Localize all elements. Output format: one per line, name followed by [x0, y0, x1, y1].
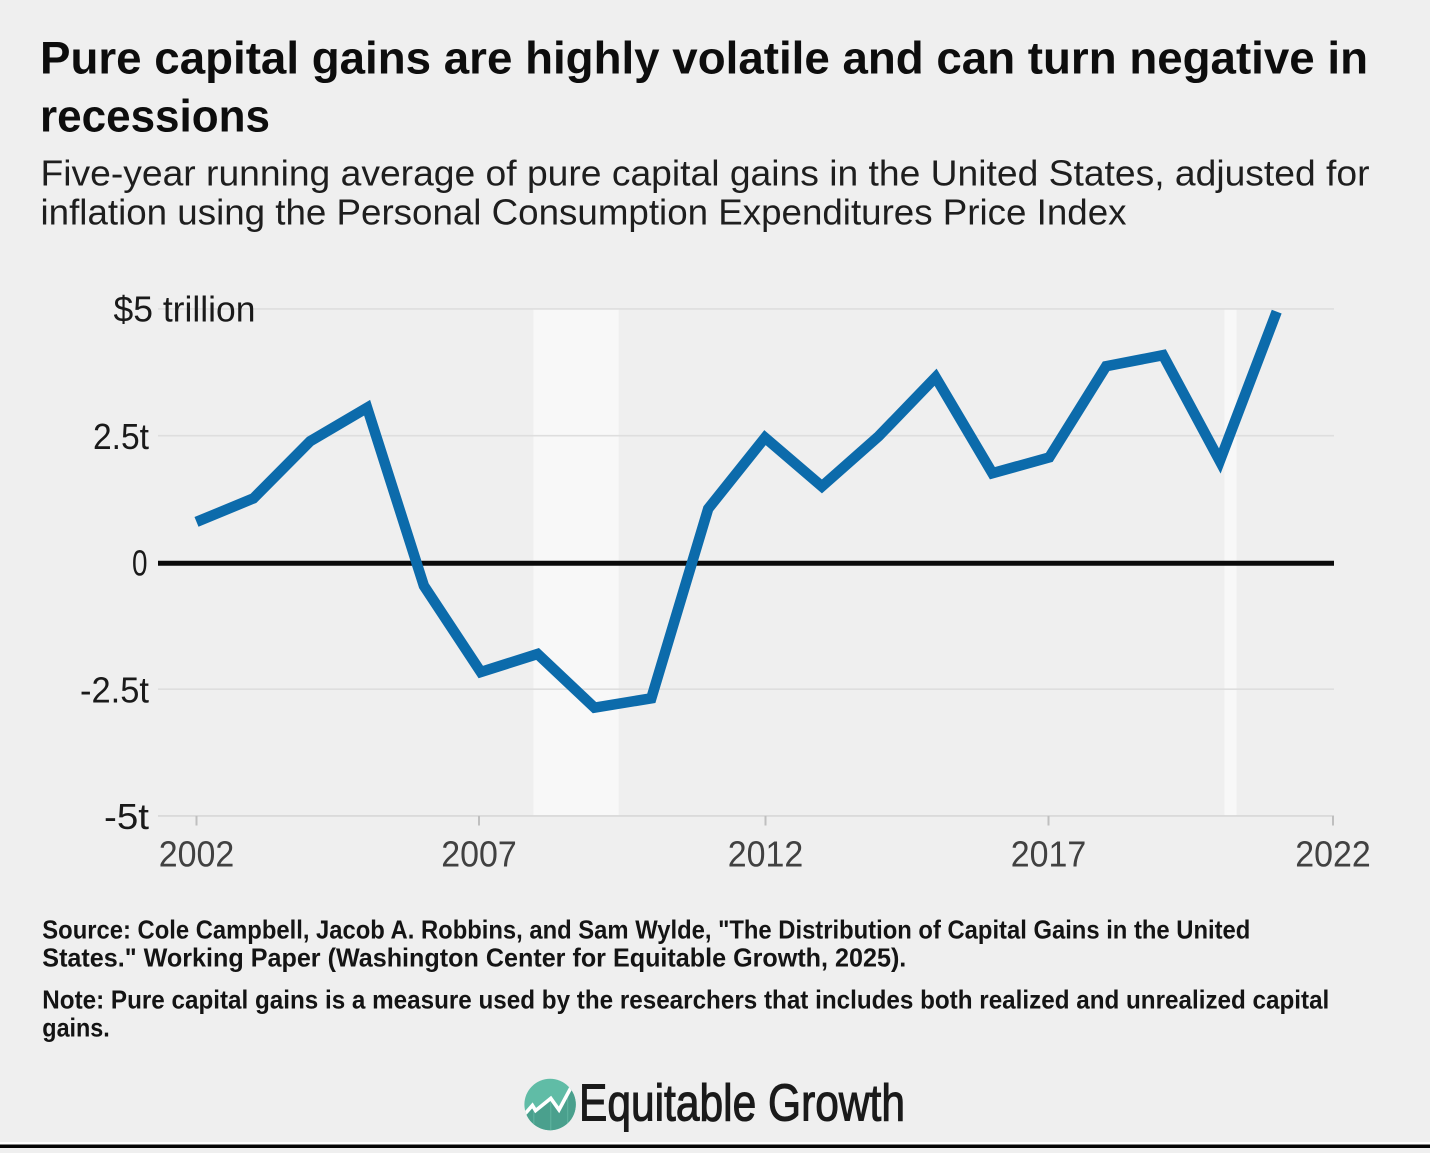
- svg-text:0: 0: [132, 543, 148, 584]
- svg-text:2022: 2022: [1295, 833, 1371, 874]
- svg-text:2012: 2012: [728, 833, 804, 874]
- svg-text:2002: 2002: [159, 833, 235, 874]
- svg-text:States." Working Paper (Washin: States." Working Paper (Washington Cente…: [42, 942, 906, 972]
- svg-text:Pure capital gains are highly: Pure capital gains are highly volatile a…: [40, 33, 1368, 84]
- svg-text:-2.5t: -2.5t: [80, 669, 149, 710]
- svg-text:2007: 2007: [441, 833, 517, 874]
- svg-text:gains.: gains.: [42, 1013, 110, 1043]
- svg-text:-5t: -5t: [104, 796, 149, 837]
- svg-text:$5 trillion: $5 trillion: [114, 289, 256, 330]
- svg-text:Note: Pure capital gains is a: Note: Pure capital gains is a measure us…: [42, 984, 1329, 1014]
- svg-text:inflation using the Personal C: inflation using the Personal Consumption…: [41, 191, 1127, 232]
- svg-text:2.5t: 2.5t: [93, 416, 149, 457]
- svg-text:2017: 2017: [1011, 833, 1087, 874]
- svg-text:Source: Cole Campbell, Jacob A: Source: Cole Campbell, Jacob A. Robbins,…: [42, 914, 1250, 944]
- svg-text:recessions: recessions: [40, 90, 270, 141]
- svg-text:Equitable Growth: Equitable Growth: [579, 1075, 905, 1133]
- svg-text:Five-year running average of p: Five-year running average of pure capita…: [41, 152, 1370, 193]
